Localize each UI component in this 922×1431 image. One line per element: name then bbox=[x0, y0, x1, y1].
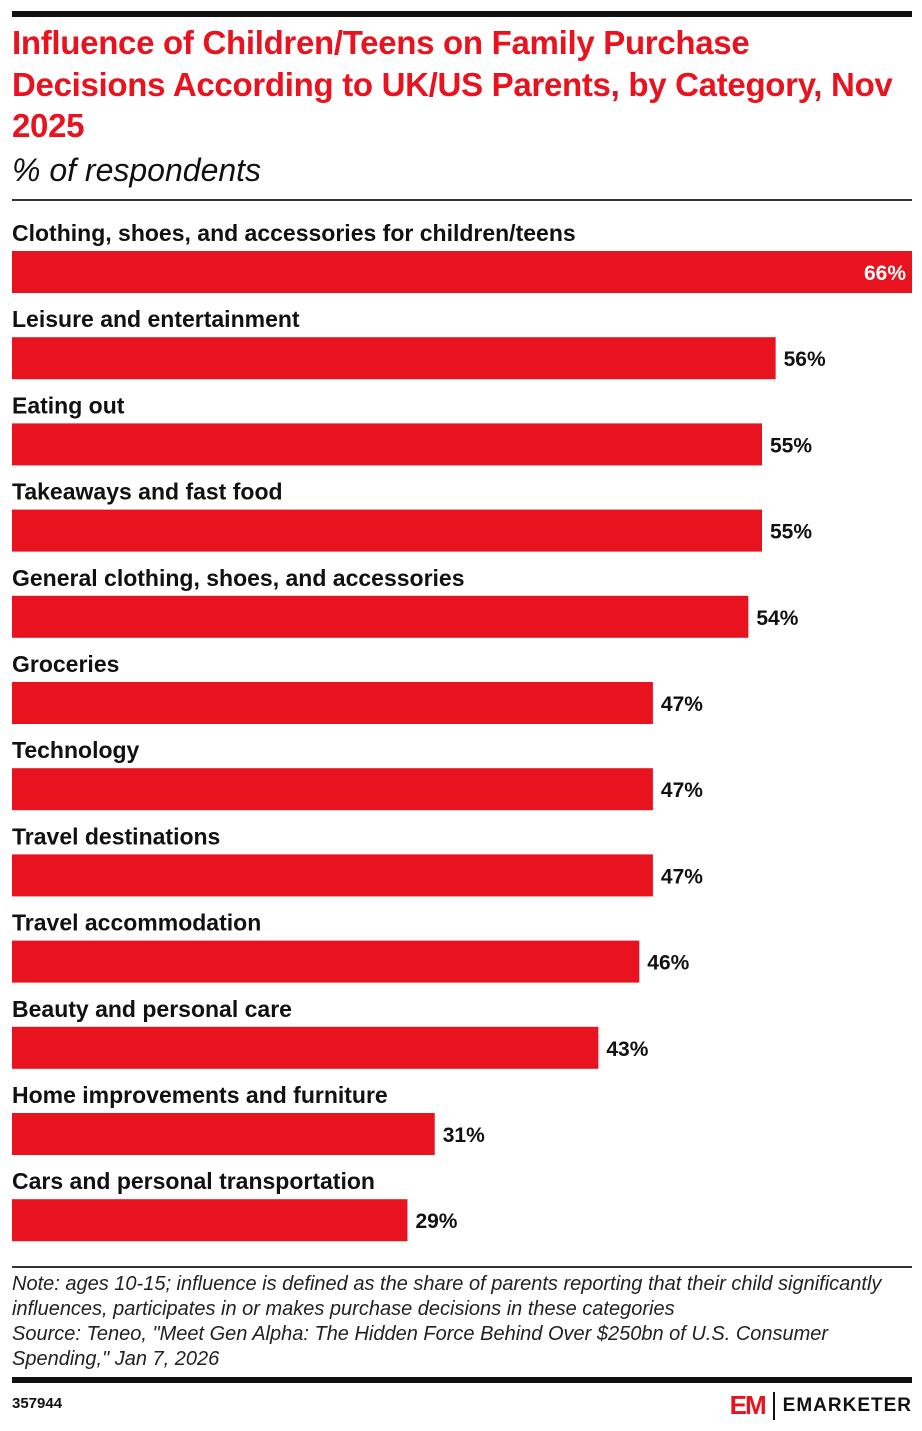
footer-divider bbox=[12, 1266, 912, 1268]
emarketer-logo: EM EMARKETER bbox=[730, 1390, 912, 1421]
bar bbox=[12, 595, 749, 638]
bottom-rule bbox=[12, 1377, 912, 1383]
value-label: 56% bbox=[784, 348, 826, 371]
category-label: Eating out bbox=[12, 392, 125, 418]
category-label: Home improvements and furniture bbox=[12, 1082, 388, 1108]
bar bbox=[12, 940, 640, 983]
category-label: Takeaways and fast food bbox=[12, 479, 283, 505]
value-label: 29% bbox=[415, 1210, 457, 1233]
source-text: Source: Teneo, "Meet Gen Alpha: The Hidd… bbox=[12, 1323, 829, 1370]
bar bbox=[12, 1199, 408, 1242]
bar bbox=[12, 251, 912, 293]
bar bbox=[12, 1026, 599, 1069]
category-label: Technology bbox=[12, 737, 140, 763]
bar bbox=[12, 682, 653, 724]
chart-id: 357944 bbox=[12, 1395, 63, 1412]
category-label: Clothing, shoes, and accessories for chi… bbox=[12, 220, 576, 246]
value-label: 47% bbox=[661, 693, 703, 716]
value-label: 47% bbox=[661, 779, 703, 802]
category-label: Cars and personal transportation bbox=[12, 1168, 375, 1194]
value-label: 55% bbox=[770, 434, 812, 457]
note-text: Note: ages 10-15; influence is defined a… bbox=[12, 1273, 882, 1320]
value-label: 43% bbox=[606, 1038, 648, 1061]
top-rule bbox=[12, 11, 912, 17]
chart-subtitle: % of respondents bbox=[12, 152, 262, 188]
logo-divider bbox=[772, 1391, 775, 1420]
category-label: Travel destinations bbox=[12, 823, 220, 849]
category-label: Groceries bbox=[12, 651, 119, 677]
category-label: Beauty and personal care bbox=[12, 996, 292, 1022]
value-label: 46% bbox=[647, 952, 689, 975]
chart-title: Influence of Children/Teens on Family Pu… bbox=[12, 24, 893, 144]
bar bbox=[12, 854, 653, 897]
bar-chart: Clothing, shoes, and accessories for chi… bbox=[12, 220, 912, 1242]
category-label: General clothing, shoes, and accessories bbox=[12, 565, 465, 591]
value-label: 55% bbox=[770, 521, 812, 544]
bar bbox=[12, 423, 762, 466]
header-divider bbox=[12, 199, 912, 201]
bar bbox=[12, 768, 653, 811]
logo-text: EMARKETER bbox=[782, 1394, 912, 1416]
value-label: 54% bbox=[756, 607, 798, 630]
value-label: 66% bbox=[864, 262, 906, 285]
footnote: Note: ages 10-15; influence is defined a… bbox=[12, 1272, 912, 1372]
value-label: 31% bbox=[443, 1124, 485, 1147]
bar bbox=[12, 337, 776, 380]
category-label: Travel accommodation bbox=[12, 910, 261, 936]
category-label: Leisure and entertainment bbox=[12, 306, 300, 332]
bar bbox=[12, 1113, 435, 1155]
value-label: 47% bbox=[661, 865, 703, 888]
bar bbox=[12, 509, 762, 552]
logo-mark: EM bbox=[729, 1390, 767, 1420]
